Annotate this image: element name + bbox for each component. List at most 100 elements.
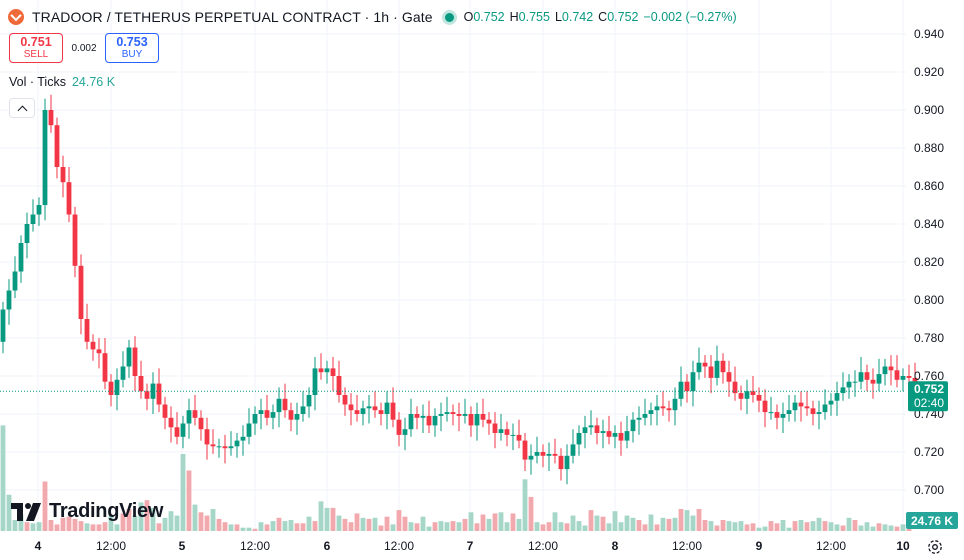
last-price-badge xyxy=(908,381,948,412)
volume-bar xyxy=(420,516,426,531)
volume-bar xyxy=(666,518,672,531)
volume-bar xyxy=(162,517,168,531)
candle-body xyxy=(156,383,162,405)
volume-bar xyxy=(204,515,210,531)
candle-body xyxy=(330,368,336,376)
candle-body xyxy=(174,427,180,437)
volume-bar xyxy=(468,512,474,531)
candle-body xyxy=(198,417,204,430)
volume-bar xyxy=(696,509,702,531)
candle-body xyxy=(480,414,486,420)
candle-body xyxy=(750,391,756,395)
candle-body xyxy=(582,427,588,433)
candle-body xyxy=(54,125,60,167)
volume-badge-label: 24.76 K xyxy=(911,514,953,528)
volume-bar xyxy=(834,524,840,531)
candle-body xyxy=(714,360,720,378)
tradingview-name: TradingView xyxy=(49,500,164,522)
candle-body xyxy=(876,374,882,384)
candle-body xyxy=(570,444,576,456)
x-tick-label: 12:00 xyxy=(240,539,270,553)
volume-bar xyxy=(606,523,612,531)
candle-body xyxy=(402,429,408,435)
volume-bar xyxy=(348,522,354,531)
volume-bar xyxy=(390,524,396,531)
candle-body xyxy=(624,431,630,441)
candle-body xyxy=(882,366,888,375)
candle-body xyxy=(282,398,288,411)
y-tick-label: 0.700 xyxy=(914,483,944,497)
volume-bar xyxy=(582,525,588,531)
tradingview-logo[interactable]: TradingView xyxy=(11,500,163,523)
candle-body xyxy=(576,433,582,445)
collapse-legend-button[interactable] xyxy=(9,98,35,118)
volume-bar xyxy=(504,522,510,531)
volume-bar xyxy=(846,517,852,531)
candle-body xyxy=(804,406,810,409)
candle-body xyxy=(594,425,600,433)
volume-bar xyxy=(234,524,240,531)
y-tick-label: 0.860 xyxy=(914,179,944,193)
candle-body xyxy=(216,446,222,448)
candle-body xyxy=(30,214,36,224)
volume-bar xyxy=(792,521,798,531)
candle-body xyxy=(210,444,216,447)
candle-body xyxy=(468,414,474,426)
volume-bar xyxy=(384,516,390,531)
volume-bar xyxy=(642,524,648,531)
candle-body xyxy=(228,446,234,449)
candle-body xyxy=(84,319,90,342)
candle-body xyxy=(678,381,684,399)
chart-header: TRADOOR / TETHERUS PERPETUAL CONTRACT · … xyxy=(8,6,737,28)
volume-bar xyxy=(324,507,330,531)
volume-bar xyxy=(66,516,72,531)
y-tick-label: 0.880 xyxy=(914,141,944,155)
candle-body xyxy=(720,360,726,373)
volume-bar xyxy=(30,523,36,531)
candle-body xyxy=(240,436,246,441)
x-tick-label: 10 xyxy=(896,539,910,553)
volume-bar xyxy=(492,513,498,531)
volume-bar xyxy=(438,521,444,531)
sell-price: 0.751 xyxy=(20,35,52,49)
candle-body xyxy=(486,419,492,424)
volume-bar xyxy=(864,522,870,531)
volume-bar xyxy=(516,518,522,531)
symbol-title[interactable]: TRADOOR / TETHERUS PERPETUAL CONTRACT · … xyxy=(32,9,433,25)
volume-bar xyxy=(258,522,264,531)
volume-bar xyxy=(372,517,378,531)
volume-bar xyxy=(798,520,804,531)
volume-bar xyxy=(570,515,576,531)
volume-bar xyxy=(312,521,318,531)
volume-bar xyxy=(450,521,456,531)
candle-body xyxy=(660,406,666,409)
volume-bar xyxy=(132,515,138,531)
sell-button[interactable]: 0.751 SELL xyxy=(9,33,63,63)
candle-body xyxy=(96,349,102,354)
volume-bar xyxy=(12,520,18,531)
volume-bar xyxy=(540,524,546,531)
y-tick-label: 0.820 xyxy=(914,255,944,269)
buy-label: BUY xyxy=(121,49,143,60)
candle-body xyxy=(306,395,312,407)
volume-bar xyxy=(174,515,180,531)
candle-body xyxy=(780,414,786,418)
volume-bar xyxy=(330,507,336,531)
gear-icon[interactable] xyxy=(926,538,944,556)
volume-bar xyxy=(78,521,84,531)
buy-button[interactable]: 0.753 BUY xyxy=(105,33,159,63)
candle-body xyxy=(828,400,834,405)
candle-body xyxy=(168,417,174,428)
volume-bar xyxy=(552,512,558,531)
volume-bar xyxy=(624,515,630,531)
candle-body xyxy=(60,167,66,183)
candle-body xyxy=(18,243,24,272)
volume-bar xyxy=(744,524,750,531)
candle-body xyxy=(372,406,378,411)
volume-bar xyxy=(378,525,384,531)
candle-body xyxy=(546,453,552,456)
candle-body xyxy=(462,414,468,416)
candle-body xyxy=(78,265,84,319)
volume-bar xyxy=(36,522,42,531)
